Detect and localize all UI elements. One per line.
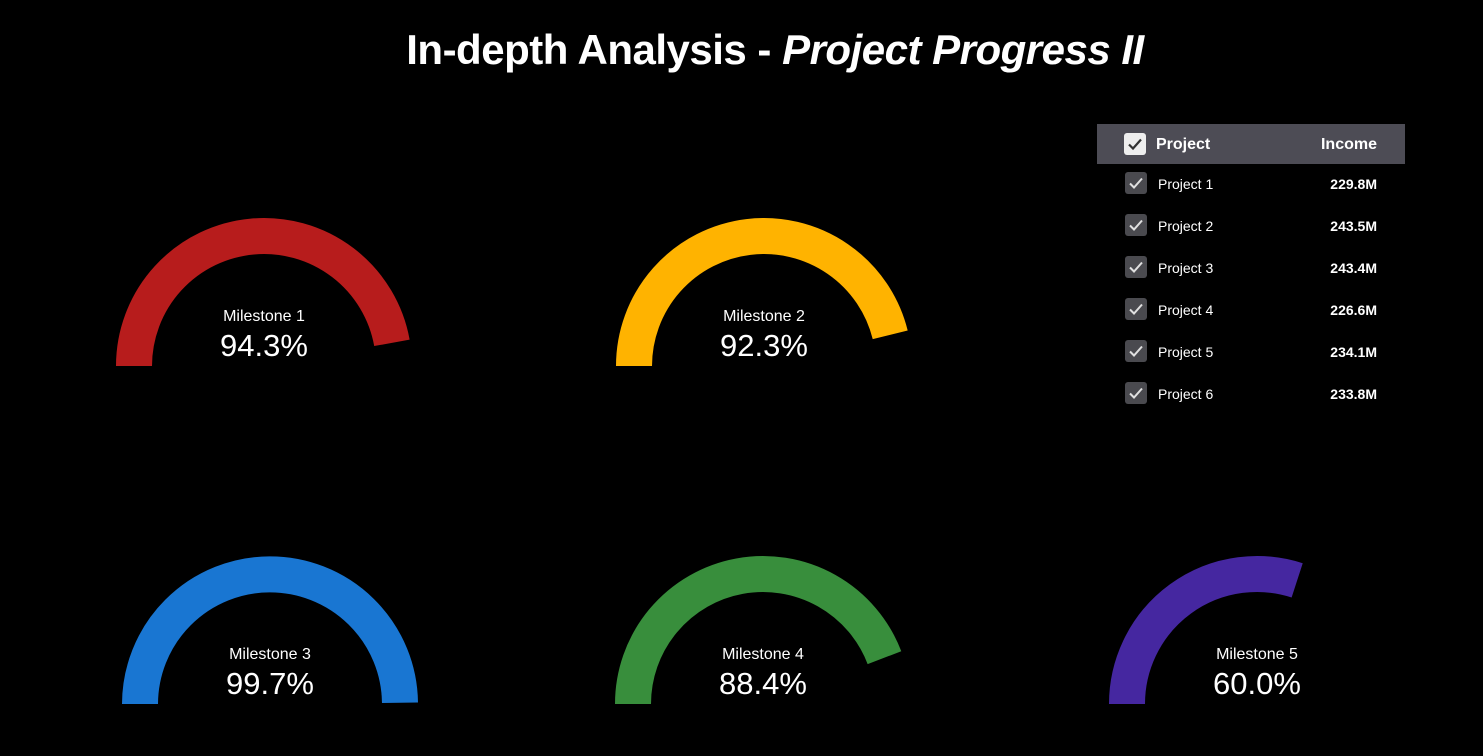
- gauge-value: 92.3%: [720, 328, 808, 363]
- gauge-label: Milestone 3: [229, 646, 311, 663]
- gauge-label: Milestone 2: [723, 308, 805, 325]
- row-checkbox[interactable]: [1125, 340, 1147, 362]
- gauge-arc-milestone-1: [116, 218, 410, 367]
- row-checkbox[interactable]: [1125, 382, 1147, 404]
- check-icon: [1129, 345, 1143, 357]
- check-icon: [1129, 387, 1143, 399]
- gauge-arc-fill: [1109, 556, 1303, 705]
- gauge-value: 88.4%: [719, 666, 807, 701]
- gauge-label: Milestone 1: [223, 308, 305, 325]
- row-income: 243.5M: [1330, 218, 1377, 234]
- table-row[interactable]: Project 2 243.5M: [1097, 206, 1405, 248]
- check-icon: [1129, 177, 1143, 189]
- page-title: In-depth Analysis - Project Progress II: [0, 26, 1483, 74]
- gauge-milestone-3: Milestone 3 99.7%: [105, 556, 435, 728]
- row-income: 234.1M: [1330, 344, 1377, 360]
- check-icon: [1129, 303, 1143, 315]
- gauge-milestone-1: Milestone 1 94.3%: [99, 218, 429, 390]
- table-row[interactable]: Project 6 233.8M: [1097, 374, 1405, 416]
- gauge-arc-fill: [616, 218, 908, 367]
- gauge-arc-fill: [122, 556, 418, 705]
- gauge-milestone-5: Milestone 5 60.0%: [1092, 556, 1422, 728]
- gauge-arc-milestone-5: [1109, 556, 1303, 705]
- gauge-label: Milestone 5: [1216, 646, 1298, 663]
- header-income[interactable]: Income: [1320, 136, 1377, 153]
- row-project: Project 4: [1158, 302, 1214, 318]
- row-checkbox[interactable]: [1125, 214, 1147, 236]
- row-project: Project 5: [1158, 344, 1214, 360]
- table-row[interactable]: Project 1 229.8M: [1097, 164, 1405, 206]
- table-row[interactable]: Project 3 243.4M: [1097, 248, 1405, 290]
- row-income: 226.6M: [1330, 302, 1377, 318]
- row-checkbox[interactable]: [1125, 172, 1147, 194]
- gauge-milestone-2: Milestone 2 92.3%: [599, 218, 929, 390]
- gauge-arc-milestone-2: [616, 218, 908, 367]
- select-all-checkbox[interactable]: [1124, 133, 1146, 155]
- project-income-table: Project Income Project 1 229.8M Project …: [1097, 124, 1405, 416]
- gauge-arc-fill: [116, 218, 410, 367]
- title-main: In-depth Analysis -: [406, 26, 783, 73]
- row-project: Project 1: [1158, 176, 1214, 192]
- gauge-value: 60.0%: [1213, 666, 1301, 701]
- row-income: 243.4M: [1330, 260, 1377, 276]
- table-row[interactable]: Project 4 226.6M: [1097, 290, 1405, 332]
- row-project: Project 2: [1158, 218, 1214, 234]
- row-project: Project 3: [1158, 260, 1214, 276]
- table-row[interactable]: Project 5 234.1M: [1097, 332, 1405, 374]
- gauge-value: 94.3%: [220, 328, 308, 363]
- gauge-label: Milestone 4: [722, 646, 804, 663]
- row-income: 229.8M: [1330, 176, 1377, 192]
- gauge-arc-milestone-3: [122, 556, 418, 705]
- gauge-arc-fill: [615, 556, 902, 705]
- table-header: Project Income: [1097, 124, 1405, 164]
- title-emphasis: Project Progress II: [782, 26, 1144, 73]
- gauge-value: 99.7%: [226, 666, 314, 701]
- check-icon: [1129, 219, 1143, 231]
- check-icon: [1129, 261, 1143, 273]
- gauge-arc-milestone-4: [615, 556, 902, 705]
- row-checkbox[interactable]: [1125, 298, 1147, 320]
- row-income: 233.8M: [1330, 386, 1377, 402]
- gauge-milestone-4: Milestone 4 88.4%: [598, 556, 928, 728]
- row-project: Project 6: [1158, 386, 1214, 402]
- check-icon: [1128, 138, 1142, 151]
- row-checkbox[interactable]: [1125, 256, 1147, 278]
- header-project[interactable]: Project: [1156, 136, 1211, 153]
